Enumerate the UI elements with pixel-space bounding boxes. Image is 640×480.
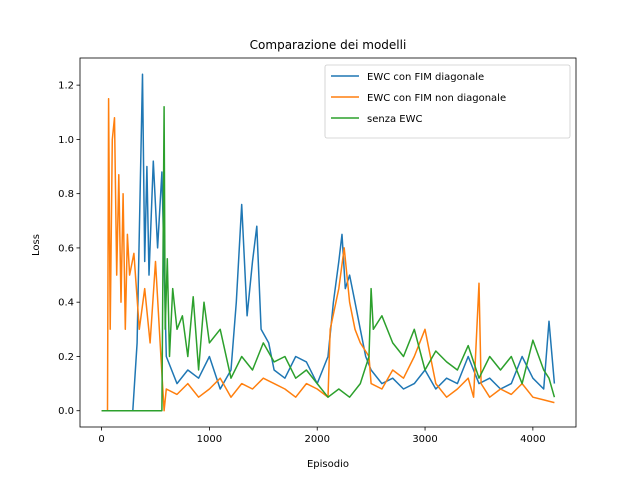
y-tick-label: 0.0 [58, 406, 74, 417]
series-layer [101, 73, 556, 412]
plot-frame [79, 57, 577, 428]
series-line-2 [101, 106, 556, 412]
y-tick-label: 0.8 [58, 189, 74, 200]
y-tick-label: 0.4 [58, 298, 74, 309]
series-line-1 [101, 97, 555, 412]
chart-title: Comparazione dei modelli [250, 38, 407, 52]
y-tick-label: 0.2 [58, 352, 74, 363]
x-tick-label: 3000 [412, 434, 437, 445]
y-tick-label: 1.2 [58, 81, 74, 92]
x-tick-label: 0 [98, 434, 104, 445]
y-tick-label: 1.0 [58, 135, 74, 146]
y-axis-label: Loss [31, 234, 42, 256]
x-axis-label: Episodio [307, 459, 349, 470]
legend-box [324, 64, 571, 139]
legend-entry-0: EWC con FIM diagonale [367, 72, 484, 83]
legend: EWC con FIM diagonale EWC con FIM non dia… [324, 64, 571, 139]
legend-entry-2: senza EWC [367, 114, 422, 125]
x-tick-label: 4000 [520, 434, 545, 445]
axes-layer: 0 1000 2000 3000 4000 0.0 0.2 0.4 0.6 0.8 1.0 1.2 [58, 57, 577, 445]
legend-entry-1: EWC con FIM non diagonale [367, 93, 506, 104]
y-tick-label: 0.6 [58, 243, 74, 254]
x-tick-label: 2000 [304, 434, 329, 445]
x-tick-label: 1000 [197, 434, 222, 445]
